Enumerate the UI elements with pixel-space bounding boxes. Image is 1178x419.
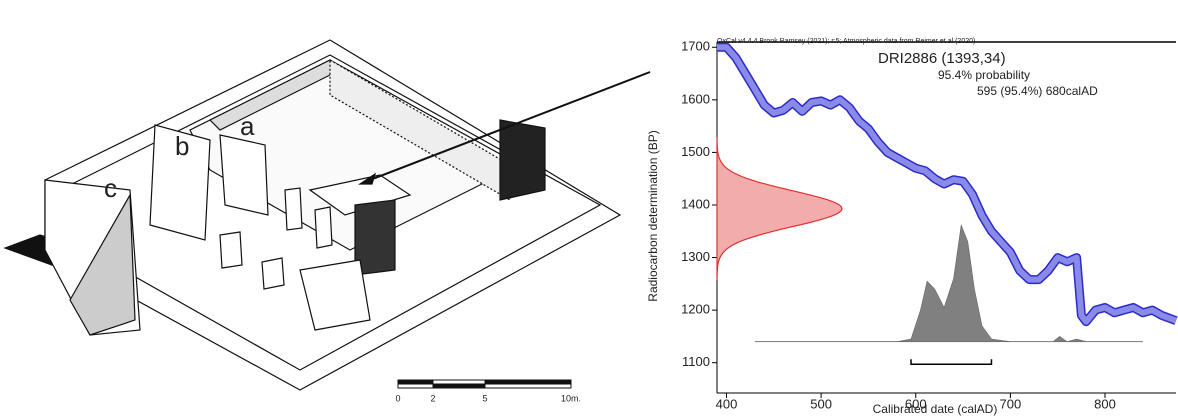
y-tick-label: 1600 (681, 91, 710, 106)
figure: a b c 0 2 5 10m. 1100 1200 1300 1400 1500 160… (0, 0, 1178, 419)
annotation: 95.4% probability (938, 68, 1030, 82)
y-tick-label: 1200 (681, 302, 710, 317)
y-axis-label: Radiocarbon determination (BP) (646, 130, 660, 301)
chart-title: DRI2886 (1393,34) (878, 50, 1006, 67)
scale-label: 2 (430, 393, 435, 403)
x-tick-label: 800 (1094, 396, 1116, 411)
y-tick-label: 1500 (681, 144, 710, 159)
scale-label: 5 (482, 393, 487, 403)
structure-label: b (175, 131, 189, 161)
site-drawing (5, 40, 650, 390)
y-tick-label: 1100 (682, 354, 710, 369)
x-tick-label: 700 (1000, 396, 1022, 411)
y-tick-label: 1400 (681, 196, 710, 211)
x-tick-label: 500 (810, 396, 832, 411)
x-axis-label: Calibrated date (calAD) (873, 402, 998, 416)
x-tick-label: 400 (716, 396, 738, 411)
chart-header: OxCal v4.4.4 Bronk Ramsey (2021); r:5; A… (717, 38, 975, 45)
page: a b c 0 2 5 10m. 1100 1200 1300 1400 1500 160… (0, 0, 1178, 419)
scale-bar (398, 380, 571, 388)
scale-label: 0 (395, 393, 400, 403)
structure-label: a (240, 111, 255, 141)
calibration-curve-inner (717, 47, 1176, 321)
y-tick-label: 1300 (681, 249, 710, 264)
y-tick-label: 1700 (681, 39, 710, 54)
measurement-distribution (717, 137, 842, 280)
structure-label: c (104, 173, 117, 203)
range-bracket (911, 359, 991, 364)
scale-label: 10m. (561, 393, 581, 403)
annotation: 595 (95.4%) 680calAD (977, 84, 1098, 98)
